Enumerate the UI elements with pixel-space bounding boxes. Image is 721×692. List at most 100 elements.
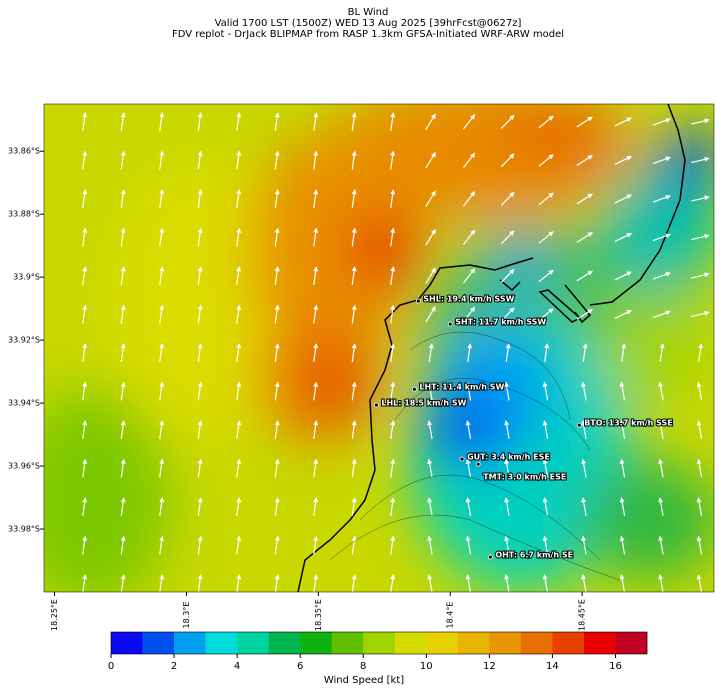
wind-arrow <box>120 343 126 362</box>
title-line: Valid 1700 LST (1500Z) WED 13 Aug 2025 [… <box>215 18 522 29</box>
wind-arrow <box>82 420 88 439</box>
wind-arrow <box>159 574 165 592</box>
arrow-head <box>504 458 510 465</box>
colorbar-frame <box>110 631 648 655</box>
wind-arrow <box>619 420 626 439</box>
wind-arrow <box>351 189 357 208</box>
arrow-head <box>351 227 357 233</box>
arrow-head <box>274 150 280 156</box>
wind-arrow <box>274 343 280 362</box>
x-tick-label: 18.25°E <box>50 599 59 631</box>
wind-arrow <box>504 497 510 516</box>
wind-arrow <box>274 458 280 478</box>
arrow-head <box>470 306 476 313</box>
wind-arrow <box>120 574 126 592</box>
x-tick-label: 18.4°E <box>446 602 455 629</box>
wind-arrow <box>542 458 549 478</box>
arrow-head <box>696 497 702 503</box>
colorbar-segment <box>394 632 427 654</box>
wind-arrow <box>576 116 593 128</box>
station-dot <box>447 321 453 327</box>
wind-arrow <box>696 381 703 401</box>
wind-arrow <box>236 381 242 401</box>
wind-arrow <box>236 304 242 324</box>
colorbar-tick-label: 6 <box>297 661 303 672</box>
wind-arrow <box>390 266 396 285</box>
arrow-head <box>274 458 280 464</box>
arrow-head <box>313 458 319 464</box>
arrow-head <box>274 266 280 272</box>
wind-arrow <box>614 309 632 320</box>
wind-arrow <box>197 535 203 555</box>
wind-arrow <box>696 458 703 478</box>
wind-arrow <box>82 266 88 285</box>
y-tick-label: 33.96°S <box>8 462 40 471</box>
station-dot <box>459 456 465 462</box>
arrow-head <box>197 304 203 310</box>
arrow-head <box>274 420 280 426</box>
arrow-head <box>704 195 710 201</box>
wind-arrow <box>538 154 554 167</box>
wind-arrow <box>619 497 626 516</box>
arrow-head <box>159 458 165 464</box>
wind-arrow <box>159 381 165 401</box>
wind-arrow <box>691 195 710 202</box>
wind-arrow <box>236 420 242 439</box>
wind-arrow <box>614 194 632 204</box>
wind-arrow <box>504 420 510 439</box>
arrow-head <box>465 497 471 503</box>
wind-arrow <box>696 574 703 592</box>
wind-arrow <box>159 266 165 285</box>
arrow-head <box>82 343 88 349</box>
wind-arrow <box>576 193 593 205</box>
wind-arrow <box>351 112 357 131</box>
wind-arrow <box>500 307 515 322</box>
wind-arrow <box>390 497 396 516</box>
station-label: LHT: 11.4 km/h SW <box>419 383 504 392</box>
wind-arrow <box>691 272 710 279</box>
wind-arrow <box>538 115 554 129</box>
arrow-head <box>427 420 433 426</box>
wind-arrow <box>120 150 126 170</box>
arrow-head <box>120 497 126 503</box>
station-label: OHT: 6.7 km/h SE <box>495 551 573 560</box>
wind-arrow <box>652 117 671 126</box>
colorbar-tick-label: 14 <box>546 661 559 672</box>
y-tick-label: 33.94°S <box>8 399 40 408</box>
wind-arrow <box>581 497 587 516</box>
wind-arrow <box>698 343 704 362</box>
wind-arrow <box>197 112 203 131</box>
arrow-head <box>236 189 242 195</box>
wind-arrow <box>581 381 587 401</box>
wind-arrow <box>82 189 88 208</box>
arrow-head <box>236 574 242 580</box>
arrow-head <box>390 266 396 272</box>
colorbar-segment <box>552 632 585 654</box>
station-dot <box>415 298 421 304</box>
arrow-head <box>197 420 203 426</box>
arrow-head <box>581 420 587 426</box>
arrow-head <box>619 458 625 465</box>
arrow-head <box>313 497 319 503</box>
arrow-head <box>665 310 671 316</box>
arrow-head <box>431 228 436 235</box>
arrow-head <box>505 343 511 349</box>
wind-arrow <box>425 228 436 246</box>
arrow-head <box>313 266 319 272</box>
arrow-head <box>658 497 664 503</box>
wind-arrow <box>427 574 433 592</box>
arrow-head <box>548 192 554 198</box>
arrow-head <box>236 381 242 387</box>
arrow-head <box>390 343 396 349</box>
wind-arrow <box>652 271 671 280</box>
wind-arrow <box>538 308 554 321</box>
arrow-head <box>542 458 548 465</box>
arrow-head <box>351 112 357 118</box>
wind-arrow <box>313 381 319 401</box>
station-dot <box>576 422 582 428</box>
wind-arrow <box>236 458 242 478</box>
arrow-head <box>197 458 203 464</box>
wind-arrow <box>390 112 396 131</box>
wind-arrow <box>197 343 203 362</box>
arrow-head <box>626 233 632 238</box>
